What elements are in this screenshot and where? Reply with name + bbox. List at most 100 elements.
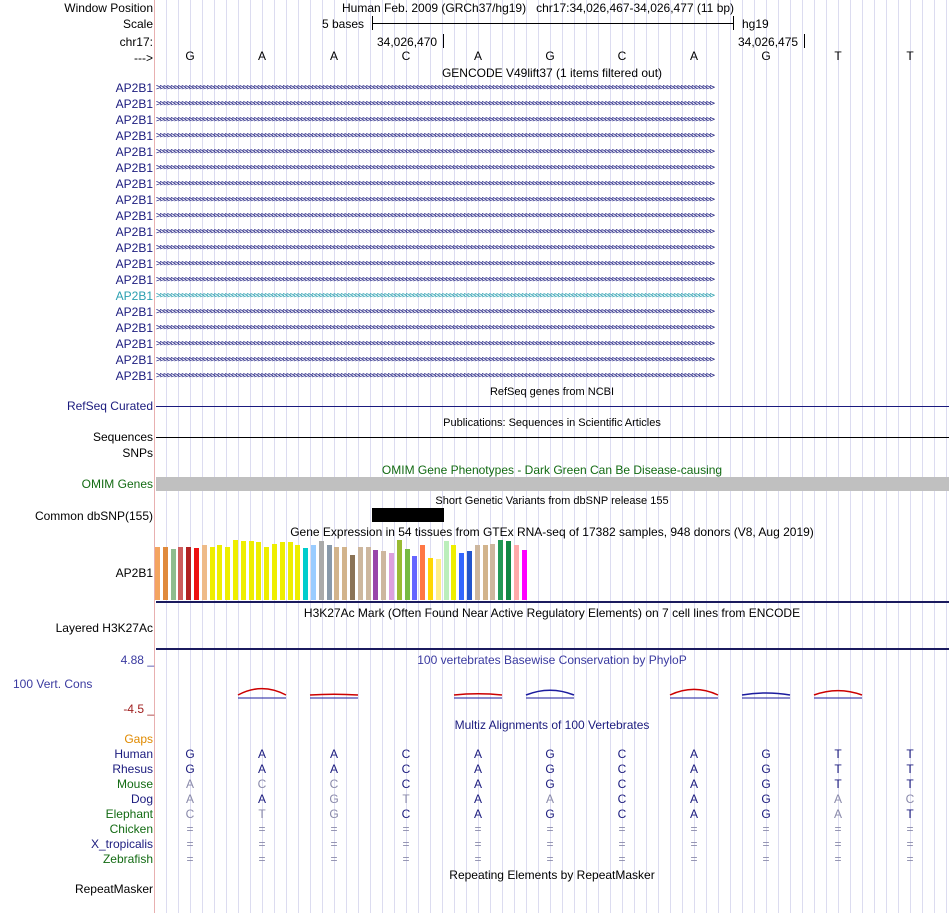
- gtex-tissue-bar[interactable]: [435, 559, 441, 600]
- gencode-transcript[interactable]: >>>>>>>>>>>>>>>>>>>>>>>>>>>>>>>>>>>>>>>>…: [156, 339, 715, 349]
- gencode-transcript[interactable]: >>>>>>>>>>>>>>>>>>>>>>>>>>>>>>>>>>>>>>>>…: [156, 355, 715, 365]
- gtex-tissue-bar[interactable]: [443, 541, 449, 600]
- snps-label[interactable]: SNPs: [122, 446, 153, 460]
- gtex-tissue-bar[interactable]: [311, 545, 316, 600]
- gtex-tissue-bar[interactable]: [513, 545, 519, 600]
- species-label[interactable]: Human: [114, 747, 153, 761]
- cons-track-title[interactable]: 100 vertebrates Basewise Conservation by…: [417, 653, 687, 667]
- gtex-label[interactable]: AP2B1: [115, 566, 153, 580]
- gencode-transcript[interactable]: >>>>>>>>>>>>>>>>>>>>>>>>>>>>>>>>>>>>>>>>…: [156, 323, 715, 333]
- gencode-transcript[interactable]: >>>>>>>>>>>>>>>>>>>>>>>>>>>>>>>>>>>>>>>>…: [156, 275, 715, 285]
- gtex-tissue-bar[interactable]: [201, 545, 207, 600]
- gencode-gene-label[interactable]: AP2B1: [115, 177, 153, 191]
- gtex-tissue-bar[interactable]: [326, 545, 332, 600]
- species-label[interactable]: Dog: [130, 792, 153, 806]
- gtex-tissue-bar[interactable]: [490, 544, 496, 600]
- gencode-gene-label[interactable]: AP2B1: [115, 145, 153, 159]
- gtex-tissue-bar[interactable]: [459, 553, 465, 600]
- dbsnp-variant[interactable]: [372, 508, 444, 522]
- gtex-tissue-bar[interactable]: [295, 545, 301, 600]
- h3k27ac-label[interactable]: Layered H3K27Ac: [55, 621, 153, 635]
- gtex-bar-chart[interactable]: [155, 540, 555, 600]
- gencode-gene-label[interactable]: AP2B1: [115, 193, 153, 207]
- gencode-gene-label[interactable]: AP2B1: [115, 113, 153, 127]
- gencode-transcript[interactable]: >>>>>>>>>>>>>>>>>>>>>>>>>>>>>>>>>>>>>>>>…: [156, 99, 715, 109]
- omim-feature-bar[interactable]: [156, 477, 949, 491]
- gencode-gene-label[interactable]: AP2B1: [115, 289, 153, 303]
- gtex-tissue-bar[interactable]: [373, 550, 379, 600]
- gtex-tissue-bar[interactable]: [342, 547, 348, 600]
- gtex-track-title[interactable]: Gene Expression in 54 tissues from GTEx …: [290, 525, 814, 539]
- gtex-tissue-bar[interactable]: [498, 540, 504, 600]
- gtex-tissue-bar[interactable]: [186, 547, 192, 600]
- gtex-tissue-bar[interactable]: [217, 545, 223, 600]
- sequences-label[interactable]: Sequences: [92, 430, 153, 444]
- gtex-tissue-bar[interactable]: [396, 540, 402, 600]
- gencode-transcript[interactable]: >>>>>>>>>>>>>>>>>>>>>>>>>>>>>>>>>>>>>>>>…: [156, 291, 715, 301]
- dbsnp-label[interactable]: Common dbSNP(155): [34, 509, 153, 523]
- gtex-tissue-bar[interactable]: [225, 547, 231, 600]
- publications-line[interactable]: [156, 437, 949, 438]
- gencode-transcript[interactable]: >>>>>>>>>>>>>>>>>>>>>>>>>>>>>>>>>>>>>>>>…: [156, 179, 715, 189]
- multiz-track-title[interactable]: Multiz Alignments of 100 Vertebrates: [454, 718, 650, 732]
- gtex-tissue-bar[interactable]: [287, 542, 293, 600]
- species-label[interactable]: Zebrafish: [102, 852, 153, 866]
- gencode-gene-label[interactable]: AP2B1: [115, 321, 153, 335]
- gtex-tissue-bar[interactable]: [365, 547, 371, 600]
- gtex-tissue-bar[interactable]: [233, 540, 238, 600]
- gencode-transcript[interactable]: >>>>>>>>>>>>>>>>>>>>>>>>>>>>>>>>>>>>>>>>…: [156, 163, 715, 173]
- gencode-gene-label[interactable]: AP2B1: [115, 305, 153, 319]
- gtex-tissue-bar[interactable]: [256, 542, 262, 600]
- gtex-tissue-bar[interactable]: [521, 550, 527, 600]
- gtex-tissue-bar[interactable]: [318, 541, 324, 600]
- gtex-tissue-bar[interactable]: [381, 551, 387, 600]
- gencode-gene-label[interactable]: AP2B1: [115, 209, 153, 223]
- gencode-gene-label[interactable]: AP2B1: [115, 273, 153, 287]
- gtex-tissue-bar[interactable]: [240, 541, 246, 600]
- gencode-gene-label[interactable]: AP2B1: [115, 161, 153, 175]
- gtex-tissue-bar[interactable]: [357, 547, 363, 600]
- refseq-track-title[interactable]: RefSeq genes from NCBI: [489, 386, 615, 398]
- repeatmasker-track-title[interactable]: Repeating Elements by RepeatMasker: [449, 868, 655, 882]
- publications-track-title[interactable]: Publications: Sequences in Scientific Ar…: [443, 417, 661, 429]
- gencode-gene-label[interactable]: AP2B1: [115, 369, 153, 383]
- gencode-transcript[interactable]: >>>>>>>>>>>>>>>>>>>>>>>>>>>>>>>>>>>>>>>>…: [156, 307, 715, 317]
- omim-label[interactable]: OMIM Genes: [81, 477, 153, 491]
- gencode-gene-label[interactable]: AP2B1: [115, 129, 153, 143]
- gencode-gene-label[interactable]: AP2B1: [115, 241, 153, 255]
- gencode-transcript[interactable]: >>>>>>>>>>>>>>>>>>>>>>>>>>>>>>>>>>>>>>>>…: [156, 83, 715, 93]
- gtex-tissue-bar[interactable]: [264, 547, 270, 600]
- cons-label[interactable]: 100 Vert. Cons: [13, 677, 93, 691]
- gtex-tissue-bar[interactable]: [194, 548, 199, 600]
- gtex-tissue-bar[interactable]: [412, 556, 418, 600]
- gtex-tissue-bar[interactable]: [279, 542, 285, 600]
- gtex-tissue-bar[interactable]: [334, 547, 340, 600]
- gtex-tissue-bar[interactable]: [404, 549, 410, 600]
- gencode-transcript[interactable]: >>>>>>>>>>>>>>>>>>>>>>>>>>>>>>>>>>>>>>>>…: [156, 211, 715, 221]
- gtex-tissue-bar[interactable]: [389, 553, 394, 600]
- gencode-track-title[interactable]: GENCODE V49lift37 (1 items filtered out): [441, 66, 663, 80]
- gtex-tissue-bar[interactable]: [303, 548, 309, 600]
- omim-track-title[interactable]: OMIM Gene Phenotypes - Dark Green Can Be…: [381, 463, 723, 477]
- gencode-transcript[interactable]: >>>>>>>>>>>>>>>>>>>>>>>>>>>>>>>>>>>>>>>>…: [156, 227, 715, 237]
- gencode-transcript[interactable]: >>>>>>>>>>>>>>>>>>>>>>>>>>>>>>>>>>>>>>>>…: [156, 243, 715, 253]
- gencode-gene-label[interactable]: AP2B1: [115, 353, 153, 367]
- species-label[interactable]: Elephant: [105, 807, 153, 821]
- gtex-tissue-bar[interactable]: [474, 545, 480, 600]
- gtex-tissue-bar[interactable]: [506, 541, 511, 600]
- gtex-tissue-bar[interactable]: [209, 547, 215, 600]
- gencode-transcript[interactable]: >>>>>>>>>>>>>>>>>>>>>>>>>>>>>>>>>>>>>>>>…: [156, 195, 715, 205]
- gtex-tissue-bar[interactable]: [482, 545, 488, 600]
- gencode-gene-label[interactable]: AP2B1: [115, 257, 153, 271]
- gencode-transcript[interactable]: >>>>>>>>>>>>>>>>>>>>>>>>>>>>>>>>>>>>>>>>…: [156, 115, 715, 125]
- gencode-gene-label[interactable]: AP2B1: [115, 337, 153, 351]
- species-label[interactable]: Mouse: [116, 777, 153, 791]
- refseq-label[interactable]: RefSeq Curated: [66, 399, 153, 413]
- h3k27ac-track-title[interactable]: H3K27Ac Mark (Often Found Near Active Re…: [303, 606, 801, 620]
- gtex-tissue-bar[interactable]: [272, 544, 277, 600]
- gtex-tissue-bar[interactable]: [155, 547, 160, 600]
- gtex-tissue-bar[interactable]: [178, 547, 184, 600]
- gencode-transcript[interactable]: >>>>>>>>>>>>>>>>>>>>>>>>>>>>>>>>>>>>>>>>…: [156, 147, 715, 157]
